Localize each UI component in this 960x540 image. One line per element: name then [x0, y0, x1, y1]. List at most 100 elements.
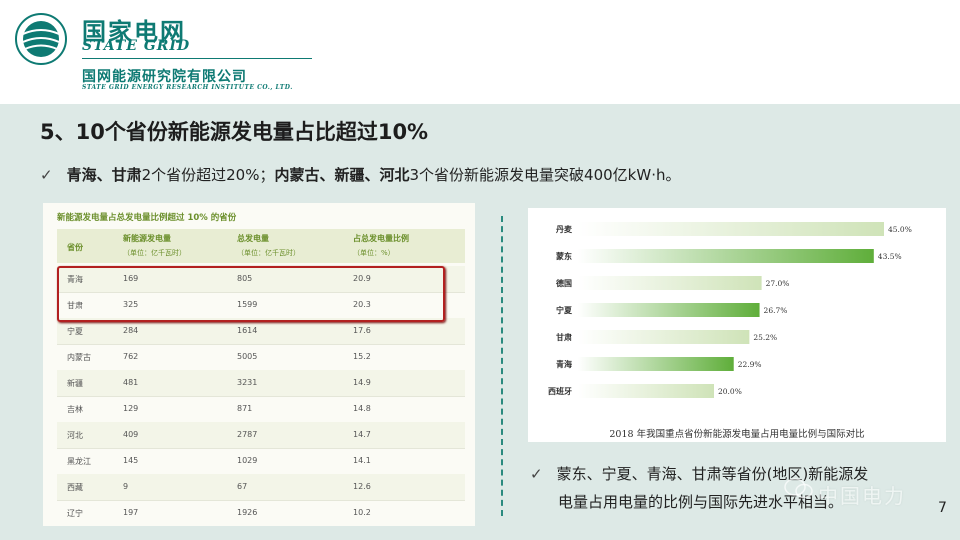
cell-new-energy: 409 [123, 430, 139, 439]
category-label: 青海 [556, 359, 572, 369]
bullet1-text-b: 3个省份新能源发电量突破400亿kW·h。 [409, 166, 681, 184]
cell-ratio: 15.2 [353, 352, 371, 361]
bullet-point-2: ✓ 蒙东、宁夏、青海、甘肃等省份(地区)新能源发 电量占用电量的比例与国际先进水平… [530, 460, 950, 516]
bullet1-provinces-b: 内蒙古、新疆、河北 [274, 166, 410, 184]
table-row: 青海 169 805 20.9 [57, 266, 465, 293]
column-subheader-new-energy: （单位：亿千瓦时） [123, 249, 186, 257]
cell-ratio: 14.7 [353, 430, 371, 439]
value-label: 25.2% [753, 333, 777, 342]
table-row: 黑龙江 145 1029 14.1 [57, 448, 465, 475]
chart-caption: 2018 年我国重点省份新能源发电量占用电量比例与国际对比 [609, 429, 865, 440]
table-row: 宁夏 284 1614 17.6 [57, 318, 465, 345]
bar-2 [578, 249, 874, 263]
table-row: 新疆 481 3231 14.9 [57, 370, 465, 397]
bar-1 [578, 222, 884, 236]
cell-total: 1614 [237, 326, 258, 335]
wechat-icon [784, 478, 813, 499]
bar-7 [578, 384, 714, 398]
bullet2-line1: ✓ 蒙东、宁夏、青海、甘肃等省份(地区)新能源发 [530, 460, 950, 488]
highlight-box [57, 266, 445, 322]
logo-english-name: STATE GRID [82, 38, 191, 54]
cell-total: 5005 [237, 352, 258, 361]
table-header: 省份 新能源发电量 （单位：亿千瓦时） 总发电量 （单位：亿千瓦时） 占总发电量… [57, 229, 465, 263]
table-row: 辽宁 197 1926 10.2 [57, 500, 465, 526]
cell-new-energy: 762 [123, 352, 139, 361]
comparison-chart: 丹麦 45.0% 蒙东 43.5% 德国 27.0% 宁夏 26.7% 甘肃 25.2% 青海 22.… [528, 208, 946, 442]
bullet1-text-a: 2个省份超过20%； [141, 166, 275, 184]
cell-province: 新疆 [67, 379, 83, 388]
province-table: 新能源发电量占总发电量比例超过 10% 的省份 省份 新能源发电量 （单位：亿千… [43, 203, 475, 526]
state-grid-logo-icon [15, 13, 67, 65]
bar-3 [578, 276, 762, 290]
dashed-divider [501, 216, 503, 516]
cell-ratio: 14.9 [353, 378, 371, 387]
cell-total: 67 [237, 482, 248, 491]
column-subheader-ratio: （单位：%） [353, 249, 395, 257]
bar-chart: 丹麦 45.0% 蒙东 43.5% 德国 27.0% 宁夏 26.7% 甘肃 25.2% 青海 22.… [548, 222, 912, 398]
bar-5 [578, 330, 750, 344]
table-row: 河北 409 2787 14.7 [57, 422, 465, 449]
table-title: 新能源发电量占总发电量比例超过 10% 的省份 [57, 213, 237, 223]
value-label: 45.0% [888, 225, 912, 234]
cell-new-energy: 9 [123, 482, 129, 491]
category-label: 德国 [556, 278, 572, 288]
header: 国家电网 STATE GRID 国网能源研究院有限公司 STATE GRID E… [0, 0, 960, 104]
cell-new-energy: 197 [123, 508, 139, 517]
slide-body: 5、10个省份新能源发电量占比超过10% ✓ 青海、甘肃2个省份超过20%；内蒙古… [0, 104, 960, 540]
category-label: 宁夏 [556, 305, 573, 315]
cell-ratio: 10.2 [353, 508, 371, 517]
checkmark-icon: ✓ [530, 465, 543, 483]
cell-total: 2787 [237, 430, 258, 439]
value-label: 20.0% [718, 387, 742, 396]
cell-total: 3231 [237, 378, 258, 387]
category-label: 丹麦 [555, 224, 573, 234]
page-number: 7 [938, 500, 947, 516]
cell-total: 871 [237, 404, 253, 413]
institute-english-name: STATE GRID ENERGY RESEARCH INSTITUTE CO.… [82, 84, 293, 91]
cell-new-energy: 129 [123, 404, 139, 413]
cell-province: 内蒙古 [67, 353, 91, 362]
cell-ratio: 14.1 [353, 456, 371, 465]
cell-new-energy: 145 [123, 456, 139, 465]
table-row: 吉林 129 871 14.8 [57, 396, 465, 423]
bullet-point-1: ✓ 青海、甘肃2个省份超过20%；内蒙古、新疆、河北3个省份新能源发电量突破400… [40, 164, 680, 185]
category-label: 西班牙 [548, 386, 572, 396]
cell-total: 805 [237, 274, 253, 283]
cell-province: 甘肃 [67, 301, 83, 310]
watermark-text: 中国电力 [818, 484, 906, 508]
institute-chinese-name: 国网能源研究院有限公司 [82, 69, 247, 85]
cell-new-energy: 325 [123, 300, 139, 309]
header-divider [82, 58, 312, 59]
cell-ratio: 14.8 [353, 404, 371, 413]
column-header-province: 省份 [67, 243, 83, 252]
bar-6 [578, 357, 734, 371]
logo-chinese-name: 国家电网 [82, 18, 186, 46]
cell-ratio: 20.9 [353, 274, 371, 283]
bar-4 [578, 303, 760, 317]
cell-total: 1599 [237, 300, 258, 309]
cell-province: 宁夏 [67, 327, 83, 336]
category-label: 蒙东 [556, 251, 572, 261]
column-header-ratio: 占总发电量比例 [353, 234, 409, 243]
cell-new-energy: 169 [123, 274, 139, 283]
cell-new-energy: 481 [123, 378, 139, 387]
value-label: 27.0% [766, 279, 790, 288]
cell-province: 辽宁 [67, 509, 83, 518]
category-label: 甘肃 [556, 332, 572, 342]
cell-province: 青海 [67, 275, 83, 284]
cell-ratio: 20.3 [353, 300, 371, 309]
slide-title: 5、10个省份新能源发电量占比超过10% [40, 120, 429, 144]
table-row: 西藏 9 67 12.6 [57, 474, 465, 501]
cell-province: 吉林 [67, 405, 83, 414]
bullet2-text-line2: 电量占用电量的比例与国际先进水平相当。 [558, 493, 844, 511]
checkmark-icon: ✓ [40, 166, 53, 184]
cell-province: 黑龙江 [67, 457, 91, 466]
column-header-total: 总发电量 [237, 234, 269, 243]
cell-province: 西藏 [67, 483, 83, 492]
bullet2-text-line1: 蒙东、宁夏、青海、甘肃等省份(地区)新能源发 [556, 465, 869, 483]
table-row: 内蒙古 762 5005 15.2 [57, 344, 465, 371]
column-header-new-energy: 新能源发电量 [123, 234, 171, 243]
cell-total: 1029 [237, 456, 258, 465]
value-label: 22.9% [738, 360, 762, 369]
value-label: 43.5% [878, 252, 902, 261]
